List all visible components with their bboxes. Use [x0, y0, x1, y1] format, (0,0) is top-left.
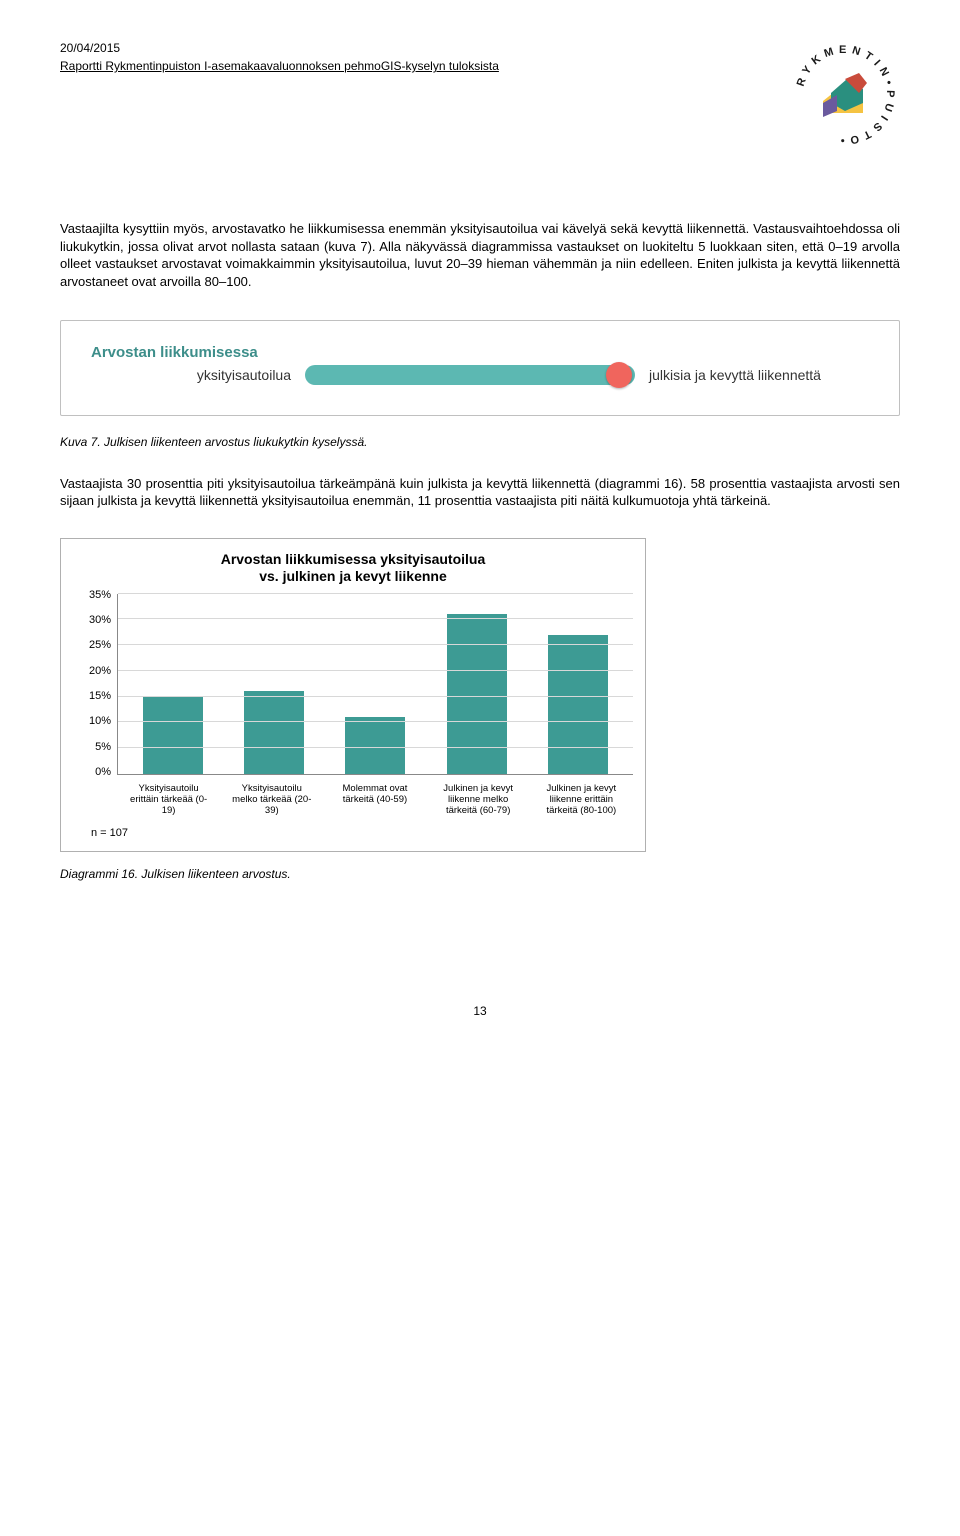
- grid-line: [118, 644, 633, 645]
- page-header: 20/04/2015 Raportti Rykmentinpuiston I-a…: [60, 40, 900, 150]
- y-tick-label: 25%: [89, 638, 111, 653]
- x-tick-label: Julkinen ja kevyt liikenne erittäin tärk…: [540, 784, 622, 817]
- grid-line: [118, 593, 633, 594]
- y-tick-label: 5%: [95, 740, 111, 755]
- bar: [548, 635, 608, 774]
- figure-7-caption: Kuva 7. Julkisen liikenteen arvostus liu…: [60, 434, 900, 450]
- diagram-16-caption: Diagrammi 16. Julkisen liikenteen arvost…: [60, 866, 900, 882]
- slider-track[interactable]: [305, 365, 635, 385]
- plot-area: [117, 594, 633, 775]
- bar: [143, 697, 203, 774]
- header-text-block: 20/04/2015 Raportti Rykmentinpuiston I-a…: [60, 40, 499, 74]
- x-tick-label: Molemmat ovat tärkeitä (40-59): [334, 784, 416, 817]
- x-tick-label: Yksityisautoilu melko tärkeää (20-39): [231, 784, 313, 817]
- slider-row: yksityisautoilua julkisia ja kevyttä lii…: [91, 365, 869, 385]
- chart-title-line2: vs. julkinen ja kevyt liikenne: [259, 568, 447, 584]
- bar-chart-figure: Arvostan liikkumisessa yksityisautoilua …: [60, 538, 646, 853]
- x-tick-label: Julkinen ja kevyt liikenne melko tärkeit…: [437, 784, 519, 817]
- bar: [447, 614, 507, 773]
- grid-line: [118, 618, 633, 619]
- y-tick-label: 15%: [89, 689, 111, 704]
- slider-handle[interactable]: [606, 362, 632, 388]
- chart-area: 35%30%25%20%15%10%5%0%: [73, 594, 633, 780]
- y-tick-label: 0%: [95, 765, 111, 780]
- bar: [244, 691, 304, 773]
- slider-title: Arvostan liikkumisessa: [91, 343, 869, 363]
- y-axis: 35% 30% 25% 20% 15% 10% 5% 0%: [73, 588, 117, 780]
- y-tick-label: 35%: [89, 588, 111, 603]
- rykmentin-puisto-logo: RYKMENTIN•PUISTO•: [790, 40, 900, 150]
- slider-right-label: julkisia ja kevyttä liikennettä: [649, 366, 869, 385]
- header-date: 20/04/2015: [60, 40, 499, 56]
- y-tick-label: 10%: [89, 714, 111, 729]
- chart-title-line1: Arvostan liikkumisessa yksityisautoilua: [221, 551, 486, 567]
- y-tick-label: 30%: [89, 613, 111, 628]
- header-report-title: Raportti Rykmentinpuiston I-asemakaavalu…: [60, 58, 499, 74]
- x-tick-label: Yksityisautoilu erittäin tärkeää (0-19): [128, 784, 210, 817]
- grid-line: [118, 670, 633, 671]
- slider-figure: Arvostan liikkumisessa yksityisautoilua …: [60, 320, 900, 416]
- grid-line: [118, 696, 633, 697]
- page-number: 13: [60, 1003, 900, 1019]
- paragraph-1: Vastaajilta kysyttiin myös, arvostavatko…: [60, 220, 900, 290]
- sample-size-label: n = 107: [91, 826, 633, 841]
- bar: [345, 717, 405, 774]
- grid-line: [118, 721, 633, 722]
- chart-title: Arvostan liikkumisessa yksityisautoilua …: [73, 551, 633, 586]
- x-axis-labels: Yksityisautoilu erittäin tärkeää (0-19) Y…: [117, 784, 633, 817]
- slider-left-label: yksityisautoilua: [91, 366, 291, 385]
- y-tick-label: 20%: [89, 664, 111, 679]
- grid-line: [118, 747, 633, 748]
- paragraph-2: Vastaajista 30 prosenttia piti yksityisa…: [60, 475, 900, 510]
